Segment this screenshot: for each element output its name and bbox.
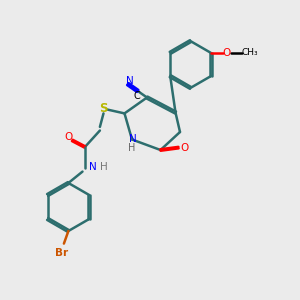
Text: O: O	[180, 142, 189, 153]
Text: CH₃: CH₃	[242, 48, 258, 57]
Text: N: N	[129, 134, 136, 145]
Text: O: O	[64, 132, 73, 142]
Text: Br: Br	[55, 248, 68, 258]
Text: S: S	[99, 101, 108, 115]
Text: H: H	[100, 161, 107, 172]
Text: H: H	[128, 143, 136, 153]
Text: N: N	[126, 76, 134, 86]
Text: O: O	[223, 48, 231, 58]
Text: C: C	[134, 92, 140, 101]
Text: N: N	[88, 161, 96, 172]
